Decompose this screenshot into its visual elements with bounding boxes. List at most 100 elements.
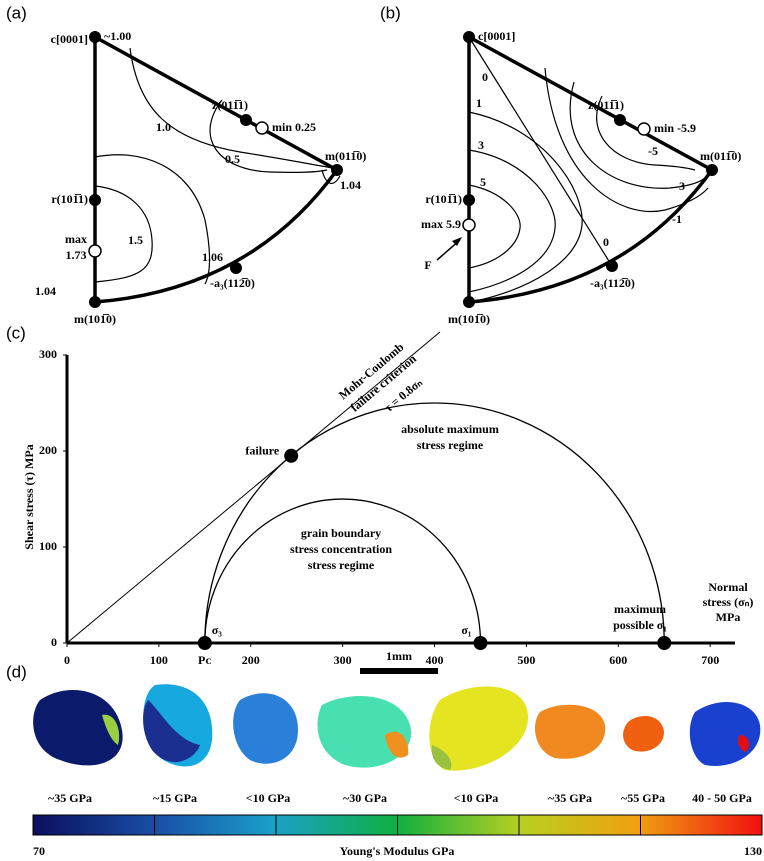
contour-label: 1.06 [202, 250, 223, 264]
stress-label: σ₃ [212, 623, 223, 637]
contour-label: 1.0 [156, 120, 171, 134]
pole [89, 194, 101, 206]
contour [95, 186, 152, 282]
y-tick-label: 200 [39, 443, 57, 457]
pole [331, 164, 343, 176]
scale-bar [360, 668, 438, 674]
minimum [256, 122, 268, 134]
pole [240, 114, 252, 126]
grain-label: ~35 GPa [48, 791, 92, 805]
contour-label: 1.5 [128, 233, 143, 247]
pole [706, 164, 718, 176]
annotation: grain boundary [301, 526, 381, 540]
pole [463, 31, 475, 43]
pole [463, 194, 475, 206]
contour-label: -3 [675, 179, 685, 193]
panel-label: (d) [6, 662, 27, 681]
grain-label: <10 GPa [454, 791, 499, 805]
pole [89, 296, 101, 308]
y-tick-label: 100 [39, 539, 57, 553]
grain-label: ~35 GPa [548, 791, 592, 805]
contour-label: 0 [482, 70, 488, 84]
x-tick-label: 700 [701, 653, 719, 667]
x-tick-label: 100 [150, 653, 168, 667]
pole-label: -a₃(112̅0) [210, 276, 255, 290]
x-axis-title: stress (σₙ) [703, 595, 754, 609]
annotation: possible σ₁ [613, 618, 667, 632]
pole-label: m(011̅0) [325, 149, 366, 163]
marker-label: F [424, 258, 431, 272]
panel-label: (b) [380, 3, 401, 22]
contour [469, 37, 612, 266]
min-label: min -5.9 [654, 121, 696, 135]
grain-label: ~15 GPa [153, 791, 197, 805]
grain-label: 40 - 50 GPa [692, 791, 752, 805]
pole [463, 296, 475, 308]
max-label: max 5.9 [421, 217, 461, 231]
contour-label: 1.04 [35, 284, 56, 298]
max-label: max [65, 232, 87, 246]
panel-label: (c) [6, 323, 26, 342]
colorbar-min: 70 [33, 844, 45, 858]
pole-label: z(011̅1) [212, 98, 248, 112]
grain-label: <10 GPa [246, 791, 291, 805]
contour [469, 185, 520, 268]
x-tick-label: 200 [242, 653, 260, 667]
panel-c: (c) Shear stress (τ) MPa Mohr-Coulomb fa… [6, 323, 753, 666]
failure-label: failure [245, 444, 279, 458]
contour [469, 112, 582, 300]
contour-label: -1 [672, 212, 682, 226]
min-label: min 0.25 [272, 120, 316, 134]
y-tick-label: 300 [39, 347, 57, 361]
pole-label: c[0001] [478, 29, 515, 43]
pole-label: m(101̅0) [448, 312, 490, 326]
annotation: stress regime [417, 438, 484, 452]
x-tick-label: 300 [334, 653, 352, 667]
max-label: 1.73 [66, 248, 87, 262]
minimum [638, 123, 650, 135]
maximum [89, 245, 101, 257]
pole-label: r(101̅1) [51, 192, 88, 206]
contour-label: 0.5 [225, 152, 240, 166]
contour-label: 5 [480, 175, 486, 189]
pole-label: c[0001] [51, 32, 88, 46]
contour-label: 3 [478, 138, 484, 152]
colorbar-max: 130 [744, 844, 762, 858]
pole-label: z(011̅1) [588, 98, 624, 112]
colorbar-title: Young's Modulus GPa [340, 844, 455, 858]
x-tick-label: 600 [609, 653, 627, 667]
annotation: absolute maximum [401, 422, 499, 436]
x-tick-label: 500 [517, 653, 535, 667]
annotation: stress concentration [290, 542, 392, 556]
x-axis-title: MPa [716, 610, 741, 624]
contour [95, 155, 210, 284]
pole [614, 114, 626, 126]
panel-d: (d) 1mm ~35 GPa ~15 GPa <10 GPa ~30 GPa … [6, 649, 762, 858]
stress-point [473, 636, 487, 650]
pole [230, 262, 242, 274]
stress-point [657, 636, 671, 650]
contour-label: 1 [476, 96, 482, 110]
grain [233, 693, 298, 764]
pole-label: -a₃(112̅0) [590, 276, 635, 290]
contour-label: 1.04 [340, 178, 361, 192]
pole-label: r(101̅1) [425, 192, 462, 206]
grain [535, 705, 605, 759]
x-axis-title: Normal [708, 580, 748, 594]
panel-b: (b) c[0001] z(011̅1) m(011̅0) r(101̅1) m… [380, 3, 741, 325]
pole-label: m(101̅0) [74, 312, 116, 326]
y-tick-label: 0 [51, 635, 57, 649]
grain [623, 716, 664, 752]
pole-label: m(011̅0) [700, 149, 741, 163]
annotation: maximum [614, 602, 666, 616]
failure-point [284, 449, 298, 463]
pole [606, 260, 618, 272]
pole [89, 31, 101, 43]
contour-label: -5 [648, 144, 658, 158]
colorbar: Young's Modulus GPa 70 130 [33, 815, 762, 858]
scale-label: 1mm [386, 649, 412, 663]
arrow-head [452, 237, 462, 246]
annotation: stress regime [308, 558, 375, 572]
contour-label: 0 [603, 235, 609, 249]
panel-label: (a) [6, 3, 27, 22]
